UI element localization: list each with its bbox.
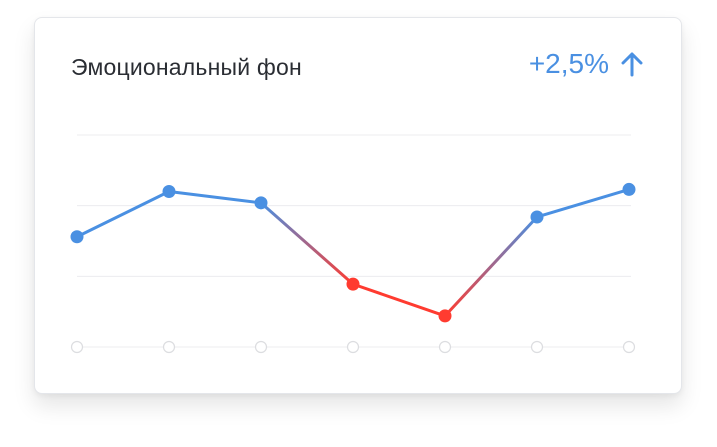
data-point[interactable] (162, 185, 176, 199)
baseline-marker (438, 340, 452, 354)
baseline-marker (70, 340, 84, 354)
data-point[interactable] (70, 230, 84, 244)
emotional-trend-line-chart (70, 134, 636, 354)
chart-series-lines (75, 187, 631, 318)
series-line-segment (75, 190, 171, 239)
series-line-segment (535, 187, 631, 219)
data-point[interactable] (622, 182, 636, 196)
baseline-marker (162, 340, 176, 354)
baseline-marker (530, 340, 544, 354)
baseline-marker (254, 340, 268, 354)
chart-grid (77, 134, 631, 348)
series-line-segment (351, 282, 447, 318)
emotional-background-card: Эмоциональный фон +2,5% (34, 17, 682, 394)
card-title: Эмоциональный фон (71, 54, 302, 80)
data-point[interactable] (530, 210, 544, 224)
series-line-segment (443, 215, 539, 318)
change-indicator: +2,5% (529, 48, 643, 80)
series-line-segment (259, 201, 355, 286)
data-point[interactable] (346, 277, 360, 291)
data-point[interactable] (254, 196, 268, 210)
chart-data-points (70, 182, 636, 323)
chart-baseline-markers (70, 340, 636, 354)
baseline-marker (346, 340, 360, 354)
change-value: +2,5% (528, 48, 609, 79)
arrow-up-svg (621, 52, 643, 77)
series-line-segment (167, 190, 263, 205)
arrow-up-icon (621, 51, 643, 77)
data-point[interactable] (438, 309, 452, 323)
baseline-marker (622, 340, 636, 354)
